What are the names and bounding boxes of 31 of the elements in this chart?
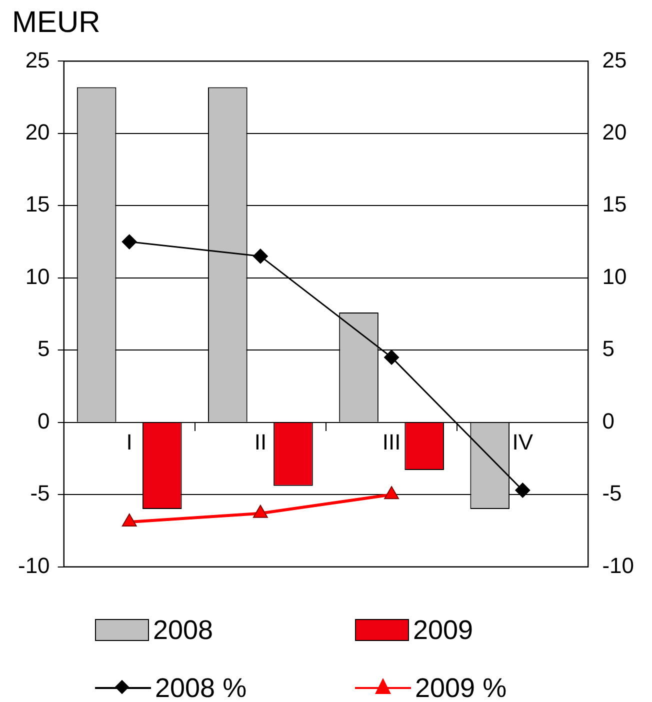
y-tick-label: 5 bbox=[38, 336, 50, 362]
legend-label: 2009 bbox=[413, 614, 474, 646]
y-tick-label: 20 bbox=[25, 119, 50, 144]
point bbox=[252, 248, 268, 264]
legend-label: 2008 bbox=[153, 614, 214, 646]
point bbox=[384, 350, 400, 365]
x-tick-label: I bbox=[126, 430, 132, 455]
y-tick-label: 15 bbox=[25, 192, 50, 217]
y2-tick-label: 15 bbox=[602, 192, 627, 217]
y-axis-title: MEUR bbox=[12, 6, 100, 40]
y-tick-label: -5 bbox=[30, 480, 50, 506]
point bbox=[253, 504, 268, 518]
y2-tick-label: 20 bbox=[602, 119, 627, 144]
legend-label: 2008 % bbox=[155, 672, 247, 702]
y-tick-label: -10 bbox=[18, 552, 50, 578]
y-tick-label: 25 bbox=[25, 47, 50, 72]
y2-tick-label: -5 bbox=[602, 480, 622, 506]
y2-tick-label: 25 bbox=[602, 47, 627, 72]
y2-tick-label: 10 bbox=[602, 264, 627, 289]
x-tick-label: II bbox=[254, 430, 267, 455]
x-tick-label: IV bbox=[512, 430, 534, 455]
legend-label: 2009 % bbox=[415, 672, 507, 702]
point bbox=[122, 514, 137, 527]
y-tick-label: 10 bbox=[25, 264, 50, 289]
point bbox=[384, 486, 399, 500]
y-tick-label: 0 bbox=[38, 408, 50, 434]
point bbox=[122, 234, 137, 250]
y2-tick-label: 5 bbox=[602, 336, 614, 362]
y2-tick-label: 0 bbox=[602, 408, 614, 434]
x-tick-label: III bbox=[382, 430, 401, 455]
y2-tick-label: -10 bbox=[602, 552, 634, 578]
